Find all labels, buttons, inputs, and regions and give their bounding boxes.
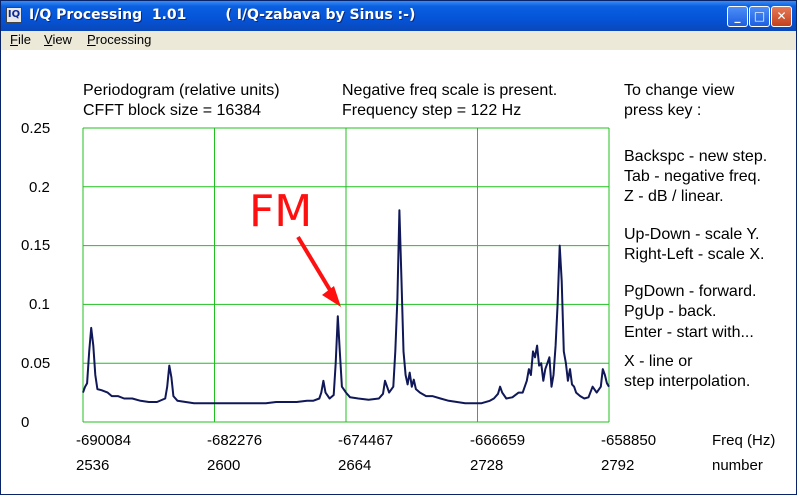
menu-file[interactable]: File — [10, 32, 31, 47]
title-bar[interactable]: IQ I/Q Processing 1.01 ( I/Q-zabava by S… — [1, 1, 796, 31]
help-key-pgdown: PgDown - forward. — [624, 283, 757, 300]
x-tick-freq: -666659 — [470, 432, 526, 449]
x-axis-secondary-label: number — [712, 457, 763, 474]
fm-annotation-label: FM — [249, 186, 312, 237]
help-key-backspace: Backspc - new step. — [624, 148, 768, 165]
x-axis-label: Freq (Hz) — [712, 432, 776, 449]
periodogram-chart: FM — [82, 127, 610, 423]
info-periodogram: Periodogram (relative units) — [83, 82, 280, 99]
fm-arrow-head — [322, 286, 341, 307]
y-tick-label: 0.25 — [21, 120, 51, 137]
help-key-tab: Tab - negative freq. — [624, 168, 761, 185]
info-block-size: CFFT block size = 16384 — [83, 102, 262, 119]
x-tick-number: 2664 — [338, 457, 372, 474]
x-tick-freq: -658850 — [601, 432, 657, 449]
app-icon[interactable]: IQ — [6, 7, 22, 23]
help-title-1: To change view — [624, 82, 735, 99]
window-subtitle: ( I/Q-zabava by Sinus :-) — [225, 7, 416, 23]
help-title-2: press key : — [624, 102, 702, 119]
y-tick-label: 0.1 — [29, 296, 50, 313]
x-tick-freq: -674467 — [338, 432, 394, 449]
help-key-interp: step interpolation. — [624, 373, 751, 390]
menu-bar: File View Processing — [1, 31, 796, 50]
x-tick-freq: -690084 — [76, 432, 132, 449]
y-tick-label: 0.05 — [21, 355, 51, 372]
info-frequency-step: Frequency step = 122 Hz — [342, 102, 522, 119]
minimize-button[interactable]: _ — [727, 6, 748, 27]
x-tick-freq: -682276 — [207, 432, 263, 449]
menu-processing[interactable]: Processing — [87, 32, 152, 47]
x-tick-number: 2792 — [601, 457, 635, 474]
client-area: Periodogram (relative units) CFFT block … — [1, 50, 796, 494]
help-key-updown: Up-Down - scale Y. — [624, 226, 760, 243]
close-button[interactable]: ✕ — [771, 6, 792, 27]
y-tick-label: 0.2 — [29, 179, 50, 196]
y-tick-label: 0 — [21, 414, 30, 431]
plot-grid — [82, 127, 610, 423]
help-key-z: Z - dB / linear. — [624, 188, 724, 205]
x-tick-number: 2600 — [207, 457, 241, 474]
help-key-x: X - line or — [624, 353, 693, 370]
help-key-pgup: PgUp - back. — [624, 303, 717, 320]
maximize-button[interactable]: □ — [749, 6, 770, 27]
help-key-enter: Enter - start with... — [624, 324, 754, 341]
x-tick-number: 2536 — [76, 457, 110, 474]
window-title: I/Q Processing 1.01 ( I/Q-zabava by Sinu… — [29, 7, 416, 23]
spectrum-trace — [82, 209, 610, 405]
x-tick-number: 2728 — [470, 457, 504, 474]
menu-view[interactable]: View — [44, 32, 72, 47]
help-key-rightleft: Right-Left - scale X. — [624, 246, 765, 263]
info-negative-freq: Negative freq scale is present. — [342, 82, 558, 99]
y-tick-label: 0.15 — [21, 237, 51, 254]
